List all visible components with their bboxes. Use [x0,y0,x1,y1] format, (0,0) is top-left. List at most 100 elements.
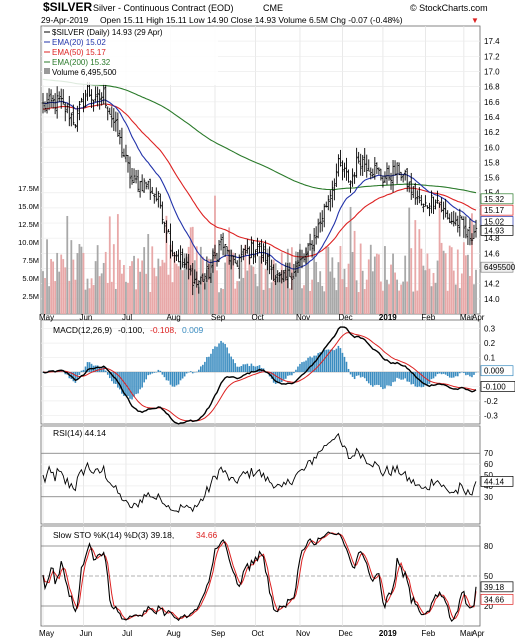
volume-bar [76,253,79,314]
macd-histogram-bar [378,372,380,386]
macd-histogram-bar [444,372,447,375]
macd-histogram-bar [367,372,370,384]
macd-histogram-bar [102,366,105,372]
price-tick-label: 16.6 [484,98,500,107]
macd-histogram-bar [452,372,455,378]
volume-bar [460,273,463,314]
volume-bar [218,292,220,314]
volume-bar [270,282,273,314]
macd-histogram-bar [467,372,469,375]
volume-bar [301,288,303,314]
volume-bar [258,256,261,314]
macd-histogram-bar [157,369,160,372]
macd-histogram-bar [380,372,382,388]
volume-bar [224,262,227,314]
macd-histogram-bar [153,372,156,373]
macd-histogram-bar [408,372,411,382]
volume-bar [456,249,459,314]
macd-histogram-bar [369,372,372,386]
volume-bar [284,270,287,314]
volume-bar [203,283,206,314]
volume-bar [339,246,342,314]
volume-bar [448,245,451,314]
volume-bar [404,255,407,314]
macd-badge-bg [480,381,515,392]
volume-bar [394,272,396,314]
volume-bar [398,290,401,314]
volume-bar [418,229,421,314]
macd-histogram-bar [317,353,319,372]
volume-bar [78,244,81,314]
volume-bar [408,207,411,314]
volume-bar [313,244,316,314]
volume-bar [266,248,269,314]
macd-histogram-bar [179,372,182,381]
rsi-tick-label: 70 [484,449,493,458]
volume-bar [238,281,241,314]
volume-bar [272,259,275,314]
macd-histogram-bar [414,372,417,387]
volume-bar [327,246,330,314]
macd-histogram-bar [121,372,123,394]
rsi-tick-label: 50 [484,471,493,480]
volume-bar [254,273,257,314]
macd-histogram-bar [307,357,309,372]
month-label-bottom: Jun [79,629,92,638]
volume-bar [402,281,405,314]
price-tick-label: 17.0 [484,67,500,76]
macd-histogram-bar [287,372,289,376]
month-label-top: Jun [79,313,92,322]
macd-hist-badge-bg [480,365,514,377]
volume-bar [60,254,63,314]
macd-histogram-bar [305,360,307,372]
ema50-badge: 15.17 [484,206,505,215]
macd-histogram-bar [335,348,338,372]
volume-tick-label: 12.5M [18,220,39,229]
month-label-top: Dec [338,313,352,322]
macd-histogram-bar [230,356,232,372]
legend-ema50: EMA(50) 15.17 [52,48,106,57]
volume-badge: 6495500 [484,263,515,272]
volume-bar [250,265,253,314]
month-label-bottom: Apr [472,629,485,638]
volume-bar [216,270,218,314]
macd-histogram-bar [388,372,390,386]
legend-volume: Volume 6,495,500 [52,68,117,77]
macd-badge: -0.100 [483,382,506,391]
macd-histogram-bar [282,372,285,380]
volume-bar [232,252,235,314]
volume-bar [276,277,279,314]
month-label-top: Feb [421,313,435,322]
volume-bar [220,288,222,314]
macd-histogram-bar [214,346,216,372]
price-tick-label: 17.4 [484,37,500,46]
volume-bar [147,234,150,314]
macd-histogram-bar [422,372,425,387]
macd-histogram-bar [242,364,245,372]
volume-bar [406,281,409,314]
macd-title: MACD(12,26,9) [53,325,112,335]
volume-bar [288,288,291,314]
macd-histogram-bar [309,356,311,372]
volume-bar [135,289,137,314]
macd-histogram-bar [382,372,384,390]
macd-histogram-bar [125,372,127,396]
macd-histogram-bar [117,372,119,388]
volume-bar [236,281,239,314]
macd-histogram-bar [327,349,330,372]
macd-histogram-bar [100,368,103,372]
volume-bar [106,282,109,314]
macd-histogram-bar [110,372,113,382]
macd-histogram-bar [78,372,81,375]
volume-bar [175,263,178,314]
volume-bar [86,278,89,314]
price-tick-label: 16.0 [484,143,500,152]
volume-bar [104,251,107,314]
volume-bar [88,288,91,314]
macd-histogram-bar [353,372,356,380]
volume-bar [475,269,477,314]
macd-histogram-bar [210,353,212,372]
volume-bar [201,256,204,314]
macd-histogram-bar [208,356,210,372]
quote-line: Open 15.11 High 15.11 Low 14.90 Close 14… [100,15,403,25]
